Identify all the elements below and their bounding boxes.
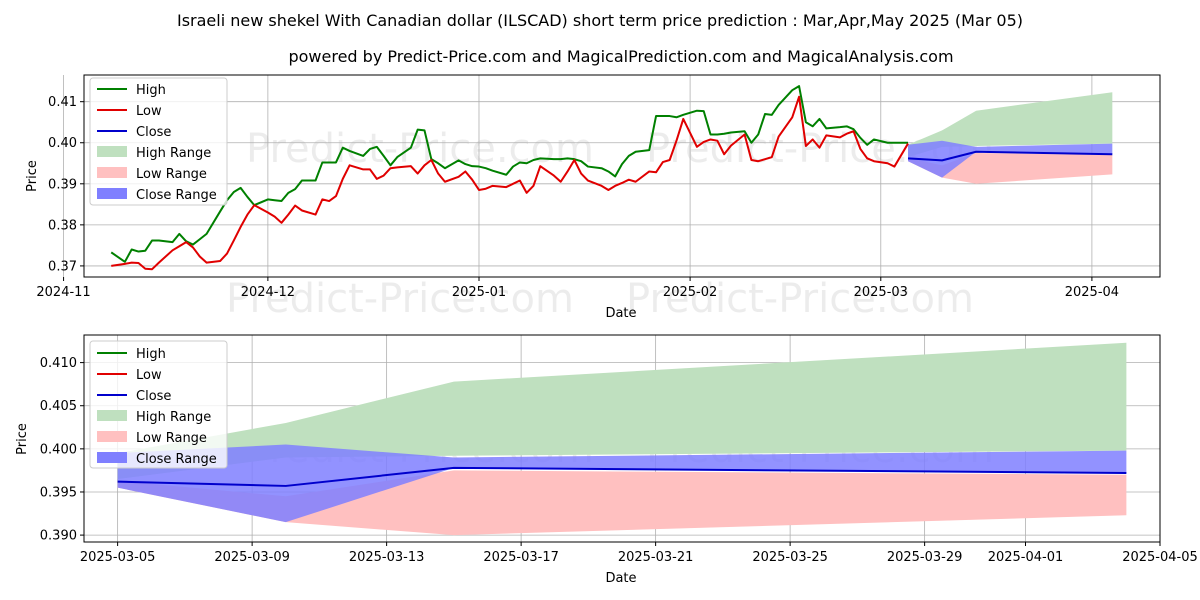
legend-high-label: High bbox=[136, 347, 166, 362]
low-line bbox=[111, 95, 909, 271]
legend-high-label: High bbox=[136, 83, 166, 98]
x-tick-label: 2025-03-05 bbox=[80, 550, 156, 565]
y-tick-label: 0.40 bbox=[48, 136, 77, 151]
watermark-4: Predict-Price.com bbox=[626, 276, 974, 322]
plot-frame-top bbox=[83, 74, 1161, 278]
legend-low-range-label: Low Range bbox=[136, 167, 207, 182]
high-line bbox=[110, 85, 909, 263]
x-tick-label: 2024-12 bbox=[241, 285, 295, 300]
y-tick-label: 0.390 bbox=[40, 529, 77, 544]
chart-subtitle: powered by Predict-Price.com and Magical… bbox=[288, 47, 953, 66]
top-chart: Predict-Price.com Predict-Price.com Pred… bbox=[25, 74, 1161, 322]
legend-low-range-swatch bbox=[97, 167, 127, 178]
legend-high-range-label: High Range bbox=[136, 410, 211, 425]
close-range-band bbox=[908, 140, 1113, 178]
y-tick-label: 0.405 bbox=[40, 399, 77, 414]
legend-low-label: Low bbox=[136, 104, 162, 119]
legend-low-label: Low bbox=[136, 368, 162, 383]
x-axis-label-bottom: Date bbox=[605, 571, 636, 586]
legend-close-range-swatch bbox=[97, 188, 127, 199]
x-tick-label: 2025-02 bbox=[663, 285, 717, 300]
x-axis-label-top: Date bbox=[605, 306, 636, 321]
legend-high-range-swatch bbox=[97, 146, 127, 157]
x-tick-label: 2025-03-25 bbox=[752, 550, 828, 565]
plot-frame-bottom bbox=[83, 334, 1161, 543]
y-tick-label: 0.38 bbox=[48, 218, 77, 233]
legend-close-range-swatch bbox=[97, 452, 127, 463]
x-tick-label: 2025-04 bbox=[1065, 285, 1119, 300]
chart-title: Israeli new shekel With Canadian dollar … bbox=[177, 11, 1023, 30]
legend-high-range-swatch bbox=[97, 410, 127, 421]
watermark-3: Predict-Price.com bbox=[226, 276, 574, 322]
y-tick-label: 0.39 bbox=[48, 177, 77, 192]
x-tick-label: 2024-11 bbox=[36, 285, 90, 300]
x-tick-label: 2025-03-09 bbox=[214, 550, 290, 565]
legend-high-range-label: High Range bbox=[136, 146, 211, 161]
x-tick-label: 2025-03-21 bbox=[618, 550, 694, 565]
close-range-band bbox=[117, 444, 1127, 523]
x-tick-label: 2025-03-29 bbox=[887, 550, 963, 565]
y-tick-label: 0.37 bbox=[48, 259, 77, 274]
y-tick-label: 0.395 bbox=[40, 485, 77, 500]
legend-low-range-label: Low Range bbox=[136, 431, 207, 446]
legend-top: High Low Close High Range Low Range Clos… bbox=[89, 77, 228, 206]
close-forecast-line bbox=[117, 466, 1127, 487]
y-axis-label-bottom: Price bbox=[15, 423, 30, 455]
x-tick-label: 2025-04-01 bbox=[988, 550, 1064, 565]
y-tick-label: 0.410 bbox=[40, 356, 77, 371]
x-tick-label: 2025-04-05 bbox=[1122, 550, 1198, 565]
high-range-band bbox=[117, 342, 1127, 480]
legend-bottom: High Low Close High Range Low Range Clos… bbox=[89, 340, 228, 469]
watermark-1: Predict-Price.com bbox=[246, 126, 594, 172]
y-tick-label: 0.41 bbox=[48, 95, 77, 110]
high-range-band bbox=[908, 92, 1113, 158]
legend-close-range-label: Close Range bbox=[136, 188, 217, 203]
legend-low-range-swatch bbox=[97, 431, 127, 442]
x-tick-label: 2025-03 bbox=[854, 285, 908, 300]
close-forecast-line bbox=[907, 150, 1113, 162]
legend-close-label: Close bbox=[136, 125, 171, 140]
y-axis-label-top: Price bbox=[25, 160, 40, 192]
x-tick-label: 2025-03-17 bbox=[483, 550, 559, 565]
x-tick-label: 2025-01 bbox=[452, 285, 506, 300]
legend-close-label: Close bbox=[136, 389, 171, 404]
x-tick-label: 2025-03-13 bbox=[349, 550, 425, 565]
legend-close-range-label: Close Range bbox=[136, 452, 217, 467]
bottom-chart: Predict-Price.com Predict-Price.com 2025… bbox=[15, 334, 1198, 586]
y-tick-label: 0.400 bbox=[40, 442, 77, 457]
